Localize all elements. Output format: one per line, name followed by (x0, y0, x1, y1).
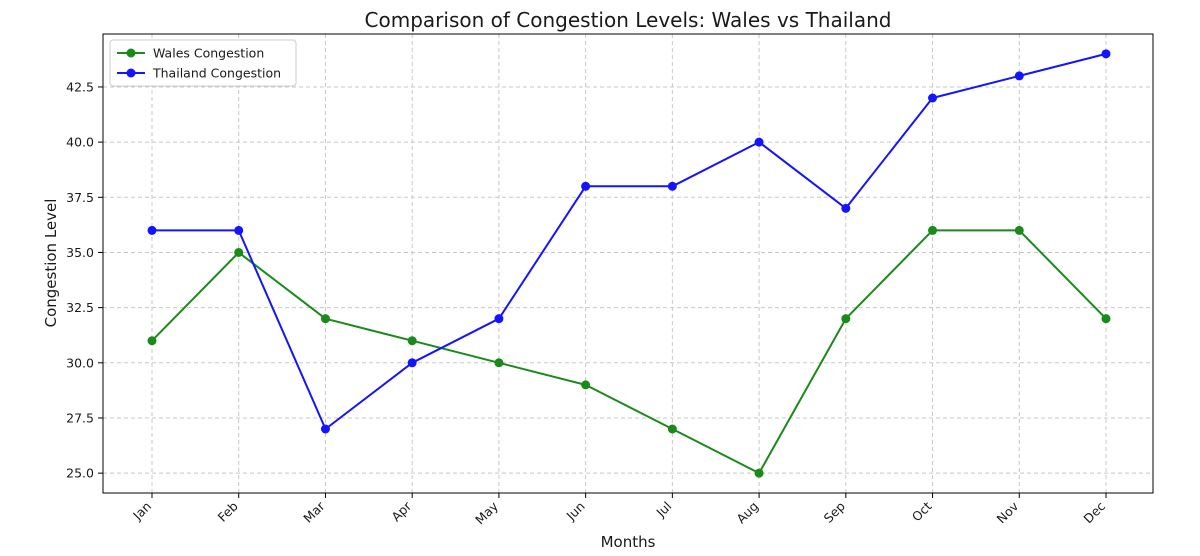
y-tick-label: 27.5 (66, 410, 94, 425)
y-axis-label: Congestion Level (42, 199, 60, 328)
axis-ticks: Jan Feb Mar Apr May Jun Jul Aug Sep Oct Nov Dec 25.0… (66, 79, 1108, 527)
legend-box (109, 39, 297, 87)
legend-marker-thailand (126, 68, 136, 78)
y-tick-label: 40.0 (66, 135, 94, 150)
x-tick-label: Feb (215, 498, 241, 524)
y-tick-label: 37.5 (66, 190, 94, 205)
x-tick-label: Nov (994, 498, 1022, 526)
legend-label-thailand: Thailand Congestion (152, 66, 281, 81)
x-axis-label: Months (601, 533, 656, 551)
x-tick-label: Mar (300, 498, 328, 526)
y-tick-label: 42.5 (66, 79, 94, 94)
data-point-thailand (494, 314, 504, 324)
y-tick-label: 30.0 (66, 355, 94, 370)
data-point-thailand (1014, 71, 1024, 81)
data-point-wales (320, 314, 330, 324)
data-point-wales (667, 424, 677, 434)
y-tick-label: 35.0 (66, 245, 94, 260)
data-point-thailand (841, 203, 851, 213)
x-tick-label: Apr (388, 498, 415, 525)
chart-title: Comparison of Congestion Levels: Wales v… (365, 8, 892, 32)
x-tick-label: Jun (563, 499, 588, 524)
y-tick-label: 32.5 (66, 300, 94, 315)
data-point-thailand (754, 137, 764, 147)
legend-marker-wales (126, 48, 136, 58)
data-point-wales (234, 247, 244, 257)
data-point-wales (1014, 225, 1024, 235)
data-point-wales (581, 380, 591, 390)
grid (103, 34, 1153, 493)
data-point-wales (407, 336, 417, 346)
data-point-thailand (234, 225, 244, 235)
series-line-wales (151, 229, 1107, 475)
x-tick-label: Aug (733, 499, 761, 527)
series-line-thailand (152, 52, 1107, 430)
data-point-thailand (928, 93, 938, 103)
y-tick-label: 25.0 (66, 466, 94, 481)
data-point-wales (841, 314, 851, 324)
x-tick-label: May (472, 498, 501, 527)
data-point-thailand (320, 424, 330, 434)
data-point-thailand (667, 181, 677, 191)
legend: Wales Congestion Thailand Congestion (109, 39, 297, 87)
data-point-wales (754, 468, 764, 478)
data-point-thailand (407, 358, 417, 368)
data-point-wales (494, 358, 504, 368)
legend-label-wales: Wales Congestion (153, 46, 264, 61)
data-point-wales (1101, 314, 1111, 324)
data-point-wales (147, 336, 157, 346)
series-layer (147, 49, 1111, 478)
x-tick-label: Jan (129, 499, 154, 524)
x-tick-label: Oct (909, 498, 935, 524)
x-tick-label: Sep (821, 498, 848, 525)
data-point-wales (928, 225, 938, 235)
x-tick-label: Dec (1080, 498, 1108, 526)
data-point-thailand (581, 181, 591, 191)
data-point-thailand (1101, 49, 1111, 59)
data-point-thailand (147, 225, 157, 235)
x-tick-label: Jul (652, 499, 674, 521)
plot-frame (102, 33, 1154, 494)
